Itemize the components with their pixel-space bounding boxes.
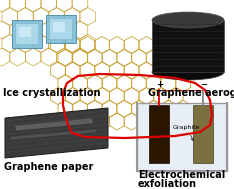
Bar: [53, 22, 65, 32]
Bar: [49, 18, 72, 39]
Text: Graphite: Graphite: [173, 125, 201, 141]
Text: Ice crystallization: Ice crystallization: [3, 88, 100, 98]
Text: Electrochemical: Electrochemical: [138, 170, 225, 180]
Text: Graphene aerogel: Graphene aerogel: [148, 88, 234, 98]
Bar: [15, 23, 38, 44]
Polygon shape: [5, 108, 108, 158]
Bar: [137, 103, 227, 171]
Text: Graphene paper: Graphene paper: [4, 162, 93, 172]
Bar: [193, 105, 213, 163]
Text: +: +: [156, 80, 163, 89]
Bar: [19, 27, 31, 37]
Ellipse shape: [152, 64, 224, 80]
Bar: [149, 105, 169, 163]
Bar: [152, 20, 224, 72]
Ellipse shape: [152, 12, 224, 28]
Bar: [12, 20, 42, 48]
Text: −: −: [200, 80, 207, 89]
Bar: [46, 15, 76, 43]
Text: exfoliation: exfoliation: [138, 179, 197, 189]
